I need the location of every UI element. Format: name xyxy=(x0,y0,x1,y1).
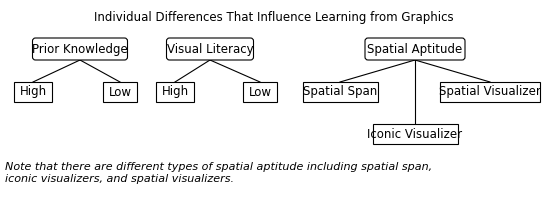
Text: High: High xyxy=(161,85,188,99)
Bar xyxy=(156,82,194,102)
FancyBboxPatch shape xyxy=(32,38,127,60)
Bar xyxy=(373,124,457,144)
Bar xyxy=(440,82,540,102)
Text: Prior Knowledge: Prior Knowledge xyxy=(32,42,128,55)
Bar xyxy=(103,82,137,102)
Text: Low: Low xyxy=(249,85,272,99)
Bar xyxy=(14,82,52,102)
Bar xyxy=(243,82,277,102)
FancyBboxPatch shape xyxy=(365,38,465,60)
Text: Spatial Aptitude: Spatial Aptitude xyxy=(367,42,463,55)
FancyBboxPatch shape xyxy=(166,38,254,60)
Text: Low: Low xyxy=(109,85,132,99)
Text: Spatial Span: Spatial Span xyxy=(303,85,377,99)
Text: Note that there are different types of spatial aptitude including spatial span,
: Note that there are different types of s… xyxy=(5,162,432,184)
Text: Iconic Visualizer: Iconic Visualizer xyxy=(367,128,463,141)
Text: Spatial Visualizer: Spatial Visualizer xyxy=(439,85,541,99)
Text: Individual Differences That Influence Learning from Graphics: Individual Differences That Influence Le… xyxy=(94,11,454,24)
Text: Visual Literacy: Visual Literacy xyxy=(167,42,253,55)
Bar xyxy=(302,82,378,102)
Text: High: High xyxy=(19,85,47,99)
